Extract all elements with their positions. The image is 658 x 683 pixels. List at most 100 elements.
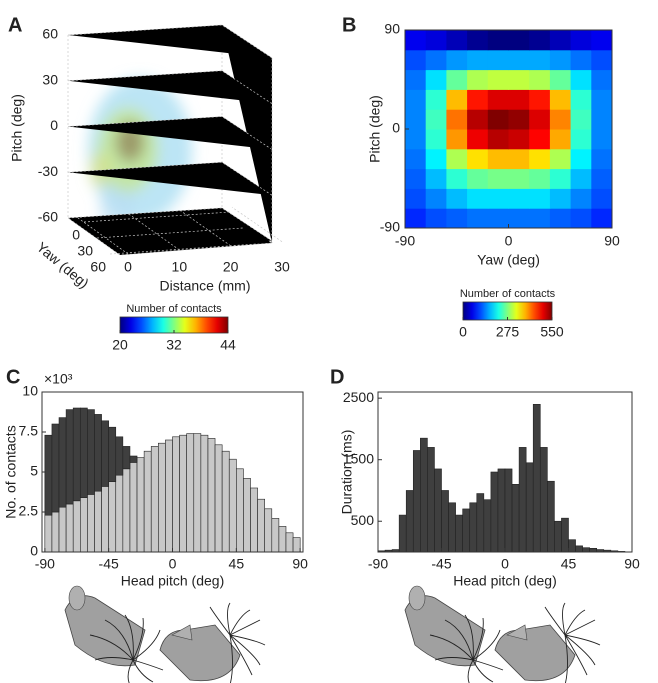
bar <box>44 514 53 553</box>
heatmap-cell <box>549 30 572 51</box>
z-tick-label: 60 <box>42 26 58 42</box>
bar <box>532 404 541 553</box>
bar <box>158 442 166 553</box>
x-tick-label: -90 <box>395 233 415 249</box>
heatmap-cell <box>570 168 592 189</box>
bar <box>51 511 60 553</box>
heatmap-cell <box>529 49 551 71</box>
bar <box>511 484 520 553</box>
z-axis-label: Pitch (deg) <box>9 94 25 162</box>
heatmap-cell <box>405 49 427 71</box>
heatmap-cell <box>446 188 468 209</box>
y-tick-label: 7.5 <box>19 423 39 439</box>
x-tick-label: 90 <box>292 556 308 572</box>
heatmap-cell <box>549 69 572 90</box>
x-tick-label: 0 <box>505 233 513 249</box>
panel-letter: A <box>8 14 22 36</box>
bar <box>79 497 88 553</box>
heatmap-cell <box>405 109 427 130</box>
heatmap-cell <box>467 49 489 71</box>
heatmap-cell <box>529 69 551 90</box>
heatmap-cell <box>405 168 427 189</box>
heatmap-cell <box>529 30 551 51</box>
bar <box>122 446 131 470</box>
bar <box>420 437 428 553</box>
bar <box>228 458 237 553</box>
x-tick-label: 90 <box>604 233 620 249</box>
heatmap-cell <box>591 109 613 130</box>
heatmap-cell <box>425 30 447 51</box>
bar <box>278 526 287 553</box>
heatmap-cell <box>425 188 447 209</box>
heatmap-cell <box>549 148 572 170</box>
heatmap-cell <box>570 148 592 170</box>
bar <box>504 468 513 553</box>
bar <box>539 447 548 553</box>
bar <box>87 494 95 553</box>
bar <box>136 457 145 553</box>
grid-line <box>96 227 244 239</box>
z-tick-label: 0 <box>50 117 58 133</box>
heatmap-cell <box>570 208 592 229</box>
heatmap-cell <box>446 89 468 110</box>
heatmap-cell <box>508 109 530 130</box>
x-axis-label: Head pitch (deg) <box>121 573 225 589</box>
bar <box>568 539 576 553</box>
bar <box>150 446 159 553</box>
bar <box>490 471 499 553</box>
bar <box>441 490 449 553</box>
heatmap-cell <box>529 129 551 150</box>
heatmap-cell <box>591 49 613 71</box>
x-tick-label: 45 <box>229 556 245 572</box>
x-tick-label: 30 <box>274 259 290 275</box>
bar <box>165 439 173 553</box>
colorbar-tick-label: 20 <box>112 337 128 353</box>
heatmap-cell <box>529 188 551 209</box>
heatmap-cell <box>508 168 530 189</box>
heatmap-cell <box>425 168 447 189</box>
x-tick-label: 0 <box>124 259 132 275</box>
bar <box>94 490 102 553</box>
heatmap-cell <box>425 148 447 170</box>
heatmap-cell <box>467 69 489 90</box>
colorbar-tick-label: 44 <box>220 337 236 353</box>
y-tick-label: -90 <box>380 219 400 235</box>
heatmap-cell <box>446 168 468 189</box>
y-tick-label: 5 <box>30 463 38 479</box>
heatmap-cell <box>467 148 489 170</box>
heatmap-cell <box>549 188 572 209</box>
bar <box>129 455 138 463</box>
mouse-illustration <box>64 585 164 683</box>
mouse-illustration <box>159 602 266 683</box>
heatmap-cell <box>405 208 427 229</box>
heatmap-cell <box>508 208 530 229</box>
bar <box>497 468 506 553</box>
bar <box>79 407 88 498</box>
grid-line <box>67 116 273 150</box>
heatmap-cell <box>446 49 468 71</box>
heatmap-cell <box>446 30 468 51</box>
heatmap-cell <box>549 208 572 229</box>
heatmap-cell <box>591 89 613 110</box>
bar <box>172 436 180 553</box>
heatmap-cell <box>570 69 592 90</box>
bar <box>292 537 301 553</box>
heatmap-cell <box>591 208 613 229</box>
bar <box>207 438 216 553</box>
heatmap-cell <box>446 109 468 130</box>
bar <box>257 498 266 553</box>
y-tick-label: 0 <box>72 227 80 243</box>
heatmap-cell <box>529 89 551 110</box>
heatmap-cell <box>405 69 427 90</box>
x-tick-label: -45 <box>99 556 119 572</box>
grid-line <box>67 24 273 59</box>
colorbar-title: Number of contacts <box>460 288 556 300</box>
heatmap-cell <box>549 109 572 130</box>
bar <box>561 517 569 553</box>
bar <box>214 444 223 553</box>
bar <box>285 532 294 553</box>
bar <box>143 450 152 553</box>
x-axis-label: Distance (mm) <box>159 278 250 294</box>
bar <box>427 447 435 553</box>
heatmap-cell <box>508 69 530 90</box>
